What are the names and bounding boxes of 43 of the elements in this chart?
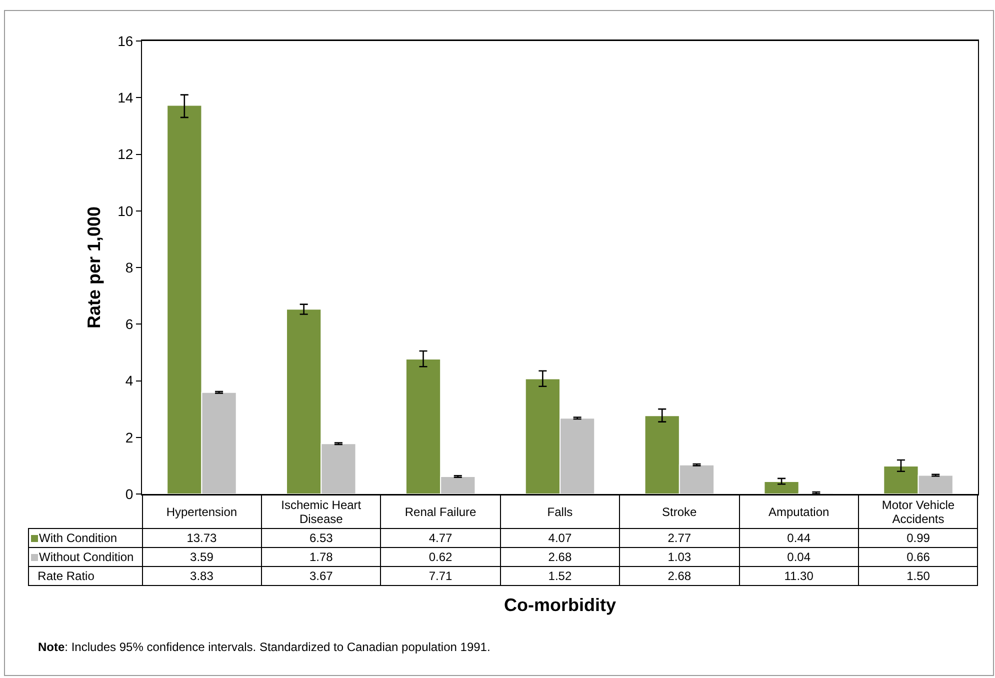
text: 7.71 <box>380 566 500 586</box>
data-label: 4.77 <box>380 528 500 548</box>
x-axis-title: Co-morbidity <box>503 595 617 616</box>
data-label: 0.66 <box>858 548 978 566</box>
y-tick-label: 16 <box>118 32 134 49</box>
y-axis-title: Rate per 1,000 <box>84 206 104 329</box>
data-label: 2.77 <box>620 528 740 548</box>
data-label: 3.59 <box>142 548 262 566</box>
text: Rate Ratio <box>28 566 142 586</box>
y-tick-label: 8 <box>125 259 134 276</box>
data-label: 0.44 <box>739 528 859 548</box>
data-label: 6.53 <box>261 528 381 548</box>
x-tick-label: Amputation <box>739 494 859 528</box>
legend-label: With Condition <box>28 528 142 548</box>
x-tick-label: Motor Vehicle Accidents <box>858 494 978 528</box>
text: 2.68 <box>620 566 740 586</box>
y-tick-label: 12 <box>118 146 134 162</box>
y-tick-label: 10 <box>118 202 134 219</box>
data-label: 1.03 <box>620 548 740 566</box>
data-label: 0.99 <box>858 528 978 548</box>
x-tick-label: Falls <box>500 494 620 528</box>
y-tick-label: 2 <box>125 429 134 446</box>
x-tick-label: Hypertension <box>142 494 262 528</box>
text: 3.83 <box>142 566 262 586</box>
y-tick-label: 0 <box>125 486 134 502</box>
text: 11.30 <box>739 566 859 586</box>
data-label: 0.04 <box>739 548 859 566</box>
y-tick-label: 6 <box>125 316 134 332</box>
x-tick-label: Ischemic Heart Disease <box>261 494 381 528</box>
x-tick-label: Stroke <box>620 494 740 528</box>
text: 1.50 <box>858 566 978 586</box>
text: 3.67 <box>261 566 381 586</box>
x-tick-label: Renal Failure <box>380 494 500 528</box>
text: 1.52 <box>500 566 620 586</box>
data-label: 0.62 <box>380 548 500 566</box>
data-label: 13.73 <box>142 528 262 548</box>
y-tick-label: 4 <box>125 372 134 389</box>
data-label: 2.68 <box>500 548 620 566</box>
data-label: 1.78 <box>261 548 381 566</box>
y-tick-label: 14 <box>118 90 134 106</box>
legend-label: Without Condition <box>28 548 142 566</box>
data-label: 4.07 <box>500 528 620 548</box>
text: Note: Includes 95% confidence intervals. Standardized to Canadian population 1991. <box>38 640 490 654</box>
